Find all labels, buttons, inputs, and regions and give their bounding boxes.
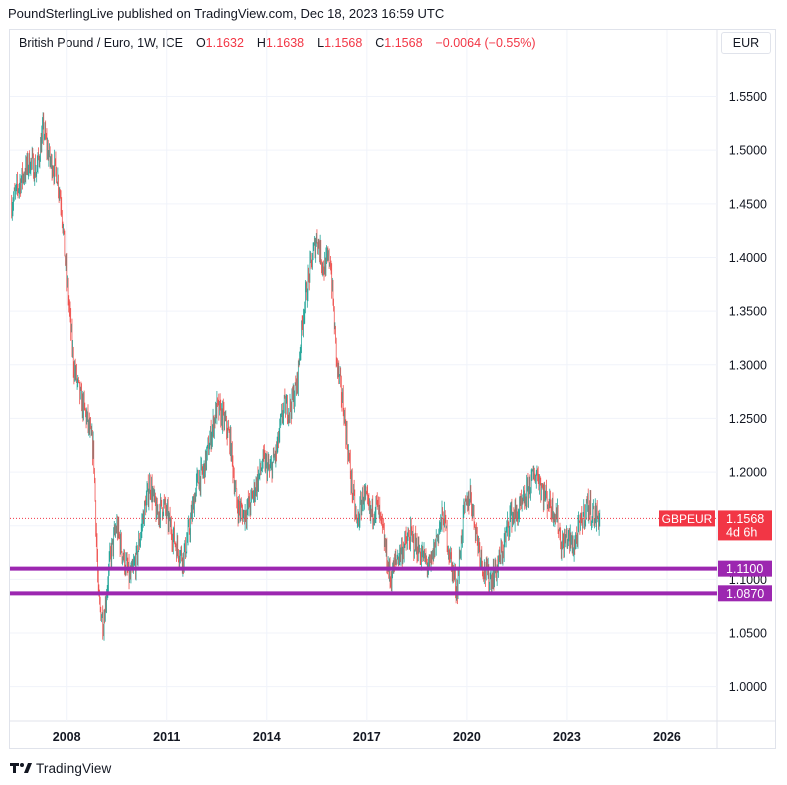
price-tick-label: 1.2000	[729, 466, 767, 480]
time-tick-label: 2011	[153, 730, 180, 744]
currency-button[interactable]: EUR	[721, 32, 771, 54]
ohlc-legend: British Pound / Euro, 1W, ICE O1.1632 H1…	[19, 36, 536, 50]
time-tick-label: 2014	[253, 730, 281, 744]
brand-name: TradingView	[36, 760, 112, 776]
level-price-tag	[718, 560, 772, 577]
tradingview-brand[interactable]: TradingView	[10, 760, 111, 776]
symbol-description: British Pound / Euro, 1W, ICE	[19, 36, 183, 50]
price-tick-label: 1.3500	[729, 305, 767, 319]
price-tick-label: 1.5000	[729, 144, 767, 158]
close-label: C	[375, 36, 385, 50]
ticker-tag-label: GBPEUR	[662, 512, 713, 526]
price-tick-label: 1.2500	[729, 412, 767, 426]
time-tick-label: 2020	[453, 730, 481, 744]
time-tick-label: 2017	[353, 730, 381, 744]
price-tick-label: 1.4000	[729, 251, 767, 265]
level-price-tag	[718, 585, 772, 602]
candles	[10, 112, 717, 641]
change-value: −0.0064 (−0.55%)	[435, 36, 536, 50]
open-label: O	[195, 36, 206, 50]
time-tick-label: 2026	[653, 730, 681, 744]
time-axis[interactable]: 2008 2011 2014 2017 2020 2023 2026	[53, 730, 681, 744]
horizontal-levels[interactable]	[10, 566, 717, 596]
last-price-tag	[718, 510, 772, 541]
level-price-label: 1.1100	[726, 562, 763, 576]
price-tick-label: 1.5500	[729, 90, 767, 104]
price-axis[interactable]: 1.00001.05001.10001.15001.20001.25001.30…	[729, 90, 767, 694]
price-tick-label: 1.3000	[729, 358, 767, 372]
time-tick-label: 2008	[53, 730, 81, 744]
low-value: 1.1568	[324, 36, 363, 50]
close-value: 1.1568	[384, 36, 423, 50]
price-tick-label: 1.0500	[729, 627, 767, 641]
tradingview-logo-icon	[10, 763, 32, 774]
price-tick-label: 1.4500	[729, 197, 767, 211]
high-label: H	[256, 36, 266, 50]
last-price-label: 1.1568	[726, 512, 764, 526]
time-tick-label: 2023	[553, 730, 581, 744]
grid-lines	[10, 30, 776, 749]
countdown-label: 4d 6h	[726, 525, 757, 539]
price-tick-label: 1.0000	[729, 680, 767, 694]
high-value: 1.1638	[265, 36, 305, 50]
level-price-label: 1.0870	[726, 587, 764, 601]
ticker-tag	[659, 510, 715, 527]
low-label: L	[317, 36, 325, 50]
chart-frame[interactable]	[9, 29, 776, 749]
attribution-text: PoundSterlingLive published on TradingVi…	[8, 6, 445, 21]
open-value: 1.1632	[205, 36, 244, 50]
